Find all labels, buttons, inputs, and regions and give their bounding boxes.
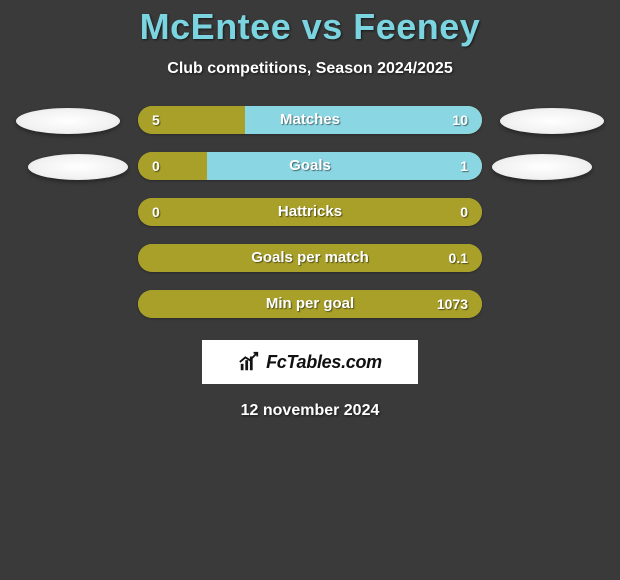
bar-value-left: 5 [152,106,160,134]
bar-fill-left [138,290,482,318]
bar-value-right: 10 [452,106,468,134]
bar-value-right: 1073 [437,290,468,318]
page-title: McEntee vs Feeney [140,6,481,48]
subtitle: Club competitions, Season 2024/2025 [167,60,452,78]
stat-bar: 00Hattricks [138,198,482,226]
bar-value-right: 0.1 [449,244,468,272]
bar-fill-right [207,152,482,180]
stat-bar: 510Matches [138,106,482,134]
team-badge-left-2 [28,154,128,180]
stats-area: 510Matches01Goals00Hattricks0.1Goals per… [0,106,620,318]
logo-box: FcTables.com [202,340,418,384]
chart-icon [238,351,260,373]
bar-fill-left [138,244,482,272]
stat-bar: 01Goals [138,152,482,180]
bar-fill-right [245,106,482,134]
stat-bar: 1073Min per goal [138,290,482,318]
bar-value-right: 0 [460,198,468,226]
team-badge-left-1 [16,108,120,134]
team-badge-right-1 [500,108,604,134]
bar-value-left: 0 [152,152,160,180]
date-text: 12 november 2024 [241,402,380,420]
team-badge-right-2 [492,154,592,180]
bar-value-right: 1 [460,152,468,180]
bar-value-left: 0 [152,198,160,226]
logo-text: FcTables.com [266,352,382,373]
left-badges [18,106,138,200]
stat-bars: 510Matches01Goals00Hattricks0.1Goals per… [138,106,482,318]
right-badges [482,106,602,200]
bar-fill-left [138,198,482,226]
stat-bar: 0.1Goals per match [138,244,482,272]
bar-fill-left [138,152,207,180]
